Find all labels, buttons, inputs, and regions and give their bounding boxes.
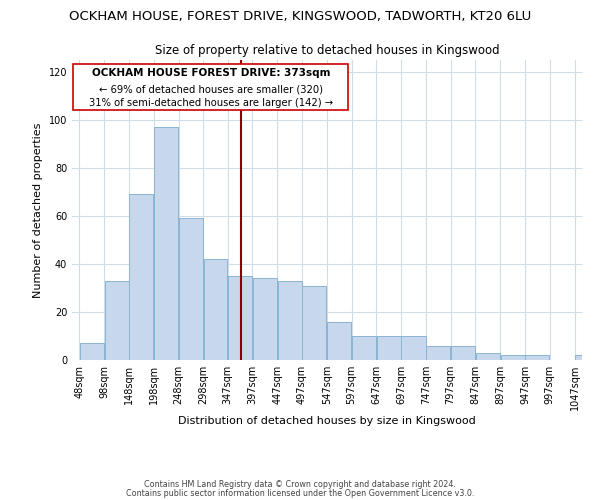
Bar: [451, 346, 475, 360]
Bar: [278, 281, 302, 360]
X-axis label: Distribution of detached houses by size in Kingswood: Distribution of detached houses by size …: [178, 416, 476, 426]
Bar: [377, 336, 401, 360]
Bar: [500, 355, 524, 360]
Bar: [401, 336, 425, 360]
Text: OCKHAM HOUSE FOREST DRIVE: 373sqm: OCKHAM HOUSE FOREST DRIVE: 373sqm: [92, 68, 330, 78]
Bar: [426, 346, 450, 360]
Bar: [253, 278, 277, 360]
Bar: [327, 322, 351, 360]
Text: Contains HM Land Registry data © Crown copyright and database right 2024.: Contains HM Land Registry data © Crown c…: [144, 480, 456, 489]
Bar: [204, 259, 227, 360]
Bar: [352, 336, 376, 360]
Title: Size of property relative to detached houses in Kingswood: Size of property relative to detached ho…: [155, 44, 499, 58]
Bar: [179, 218, 203, 360]
Bar: [80, 343, 104, 360]
Bar: [526, 355, 550, 360]
Text: Contains public sector information licensed under the Open Government Licence v3: Contains public sector information licen…: [126, 488, 474, 498]
Text: ← 69% of detached houses are smaller (320): ← 69% of detached houses are smaller (32…: [99, 84, 323, 94]
Bar: [228, 276, 252, 360]
Text: 31% of semi-detached houses are larger (142) →: 31% of semi-detached houses are larger (…: [89, 98, 333, 108]
Bar: [575, 355, 599, 360]
Bar: [130, 194, 154, 360]
Text: OCKHAM HOUSE, FOREST DRIVE, KINGSWOOD, TADWORTH, KT20 6LU: OCKHAM HOUSE, FOREST DRIVE, KINGSWOOD, T…: [69, 10, 531, 23]
Y-axis label: Number of detached properties: Number of detached properties: [33, 122, 43, 298]
FancyBboxPatch shape: [73, 64, 348, 110]
Bar: [154, 127, 178, 360]
Bar: [476, 353, 500, 360]
Bar: [302, 286, 326, 360]
Bar: [104, 281, 128, 360]
